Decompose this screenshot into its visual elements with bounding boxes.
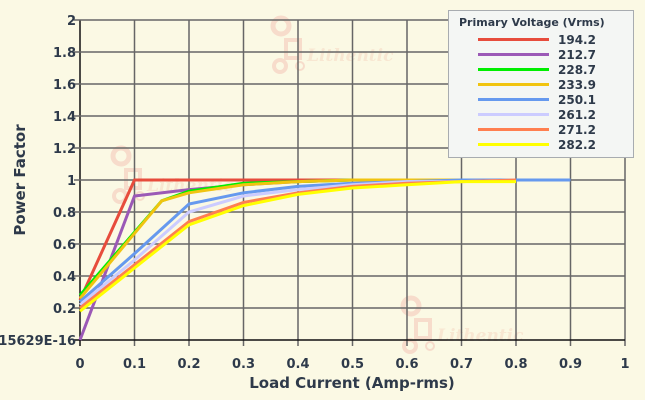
y-tick-label: 15629E-16 bbox=[0, 334, 76, 349]
y-tick-label: 0.4 bbox=[53, 270, 76, 285]
legend-item: 233.9 bbox=[449, 77, 633, 92]
legend-swatch bbox=[478, 128, 549, 131]
x-tick-label: 0.8 bbox=[504, 357, 527, 372]
watermark-logo: Lithentic bbox=[270, 15, 394, 74]
y-tick-label: 1.6 bbox=[53, 78, 76, 93]
y-tick-label: 1.8 bbox=[53, 46, 76, 61]
legend-item: 271.2 bbox=[449, 122, 633, 137]
legend-label: 233.9 bbox=[558, 77, 596, 92]
y-tick-label: 0.6 bbox=[53, 238, 76, 253]
legend-items: 194.2 212.7 228.7 233.9 250.1 261.2 271.2 282.2 bbox=[449, 32, 633, 152]
x-tick-label: 0.4 bbox=[286, 357, 309, 372]
legend-swatch bbox=[478, 98, 549, 101]
x-axis-title: Load Current (Amp-rms) bbox=[249, 374, 455, 392]
y-tick-label: 0.8 bbox=[53, 206, 76, 221]
watermark-text: Lithentic bbox=[306, 46, 394, 66]
legend-item: 228.7 bbox=[449, 62, 633, 77]
legend-label: 228.7 bbox=[558, 62, 596, 77]
legend-swatch bbox=[478, 113, 549, 116]
watermark-logo: Lithentic bbox=[110, 145, 234, 204]
legend-label: 271.2 bbox=[558, 122, 596, 137]
legend-item: 212.7 bbox=[449, 47, 633, 62]
x-tick-label: 0.6 bbox=[395, 357, 418, 372]
y-tick-label: 1.2 bbox=[53, 142, 76, 157]
data-lines bbox=[78, 178, 571, 341]
legend-swatch bbox=[478, 38, 549, 41]
x-tick-label: 0.1 bbox=[123, 357, 146, 372]
y-tick-label: 0.2 bbox=[53, 302, 76, 317]
axis-ticks: 0 0.1 0.2 0.3 0.4 0.5 0.6 0.7 0.8 0.9 1 15629E-16 0.… bbox=[0, 14, 630, 372]
x-tick-label: 0.2 bbox=[177, 357, 200, 372]
legend-label: 261.2 bbox=[558, 107, 596, 122]
legend-label: 282.2 bbox=[558, 137, 596, 152]
legend-label: 250.1 bbox=[558, 92, 596, 107]
legend-item: 261.2 bbox=[449, 107, 633, 122]
legend: Primary Voltage (Vrms) 194.2 212.7 228.7 23… bbox=[448, 10, 634, 158]
legend-swatch bbox=[478, 53, 549, 56]
legend-item: 282.2 bbox=[449, 137, 633, 152]
watermark-text: Lithentic bbox=[436, 326, 524, 346]
legend-label: 194.2 bbox=[558, 32, 596, 47]
x-tick-label: 0.3 bbox=[232, 357, 255, 372]
y-tick-label: 1.4 bbox=[53, 110, 76, 125]
legend-item: 194.2 bbox=[449, 32, 633, 47]
x-tick-label: 1 bbox=[620, 357, 629, 372]
x-tick-label: 0.7 bbox=[450, 357, 473, 372]
series-line-282.2 bbox=[79, 180, 516, 313]
y-axis-title: Power Factor bbox=[11, 124, 29, 236]
watermark-logo: Lithentic bbox=[400, 295, 524, 354]
y-tick-label: 2 bbox=[67, 14, 76, 29]
x-tick-label: 0 bbox=[75, 357, 84, 372]
legend-label: 212.7 bbox=[558, 47, 596, 62]
legend-swatch bbox=[478, 143, 549, 146]
series-line-250.1 bbox=[79, 178, 571, 303]
y-tick-label: 1 bbox=[67, 174, 76, 189]
legend-swatch bbox=[478, 68, 549, 71]
x-tick-label: 0.5 bbox=[341, 357, 364, 372]
x-tick-label: 0.9 bbox=[559, 357, 582, 372]
legend-swatch bbox=[478, 83, 549, 86]
legend-title: Primary Voltage (Vrms) bbox=[459, 16, 605, 29]
legend-item: 250.1 bbox=[449, 92, 633, 107]
